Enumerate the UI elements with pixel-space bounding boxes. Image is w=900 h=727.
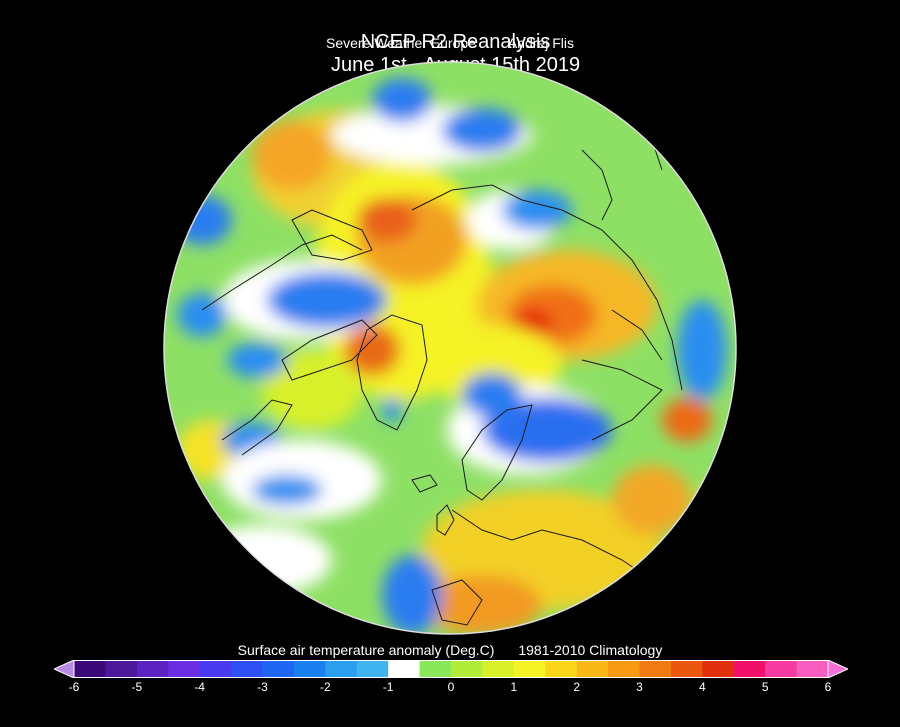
colorbar-title: Surface air temperature anomaly (Deg.C) … xyxy=(0,642,900,658)
colorbar-ticks: -6 -5 -4 -3 -2 -1 0 1 2 3 4 5 6 xyxy=(0,680,900,700)
colorbar-tick-label: -6 xyxy=(68,680,80,694)
iberia-outline xyxy=(431,579,483,626)
colorbar-climatology: 1981-2010 Climatology xyxy=(518,642,663,658)
colorbar-tick-label: 0 xyxy=(447,680,455,694)
colorbar-tick-label: -4 xyxy=(194,680,205,694)
colorbar-swatch xyxy=(608,660,640,678)
colorbar-swatch xyxy=(482,660,515,678)
asia-borders xyxy=(581,309,663,441)
greenland-outline xyxy=(356,314,428,431)
anomaly-field xyxy=(172,78,736,634)
colorbar-swatch xyxy=(262,660,295,678)
map-border xyxy=(163,61,737,635)
colorbar-tick-label: -1 xyxy=(382,680,394,694)
siberia-coast xyxy=(411,184,683,391)
colorbar-swatch xyxy=(168,660,201,678)
kamchatka-outline xyxy=(581,149,613,221)
colorbar-tick-label: -2 xyxy=(319,680,331,694)
subtitle-author: Andrej Flis xyxy=(507,35,574,51)
colorbar-tick-label: 6 xyxy=(824,680,832,694)
colorbar-swatch xyxy=(765,660,798,678)
colorbar-swatch xyxy=(451,660,483,678)
colorbar-swatch xyxy=(356,660,389,678)
arctic-archipelago-outline xyxy=(281,319,378,381)
british-isles-outline xyxy=(436,504,455,536)
colorbar-tick-label: 3 xyxy=(636,680,643,694)
colorbar-tick-label: 5 xyxy=(761,680,769,694)
iceland-outline xyxy=(411,474,438,493)
colorbar-swatch xyxy=(639,660,672,678)
colorbar-under-arrow xyxy=(54,660,75,678)
north-america-coast xyxy=(201,234,363,456)
scandinavia-outline xyxy=(461,404,533,501)
colorbar-swatch xyxy=(513,660,546,678)
title-source: NCEP R2 Reanalysis xyxy=(360,31,551,53)
colorbar-swatch xyxy=(796,660,829,678)
colorbar-swatch xyxy=(419,660,452,678)
colorbar-swatch xyxy=(733,660,766,678)
colorbar-tick-label: 4 xyxy=(698,680,706,694)
colorbar-tick-label: 2 xyxy=(573,680,580,694)
colorbar-swatch xyxy=(293,660,326,678)
chart-subtitle: Severe Weather Europe Andrej Flis xyxy=(0,35,900,51)
colorbar-swatch xyxy=(576,660,609,678)
colorbar-swatch xyxy=(702,660,735,678)
colorbar-swatch xyxy=(325,660,358,678)
colorbar-tick-label: -5 xyxy=(131,680,143,694)
subtitle-org: Severe Weather Europe xyxy=(326,35,476,51)
colorbar-swatch xyxy=(199,660,232,678)
colorbar-variable: Surface air temperature anomaly (Deg.C) xyxy=(237,642,495,658)
colorbar-tick-label: 1 xyxy=(510,680,518,694)
colorbar-swatch xyxy=(545,660,578,678)
polar-map xyxy=(163,61,737,635)
colorbar-swatch xyxy=(136,660,169,678)
colorbar-tick-label: -3 xyxy=(257,680,268,694)
colorbar-swatch xyxy=(231,660,263,678)
colorbar-swatch xyxy=(74,660,106,678)
coastline-outlines xyxy=(201,119,683,626)
alaska-outline xyxy=(291,209,373,261)
colorbar-swatch xyxy=(388,660,421,678)
colorbar-over-arrow xyxy=(827,660,848,678)
colorbar-swatch xyxy=(105,660,138,678)
colorbar-swatch xyxy=(670,660,703,678)
colorbar xyxy=(54,660,848,678)
